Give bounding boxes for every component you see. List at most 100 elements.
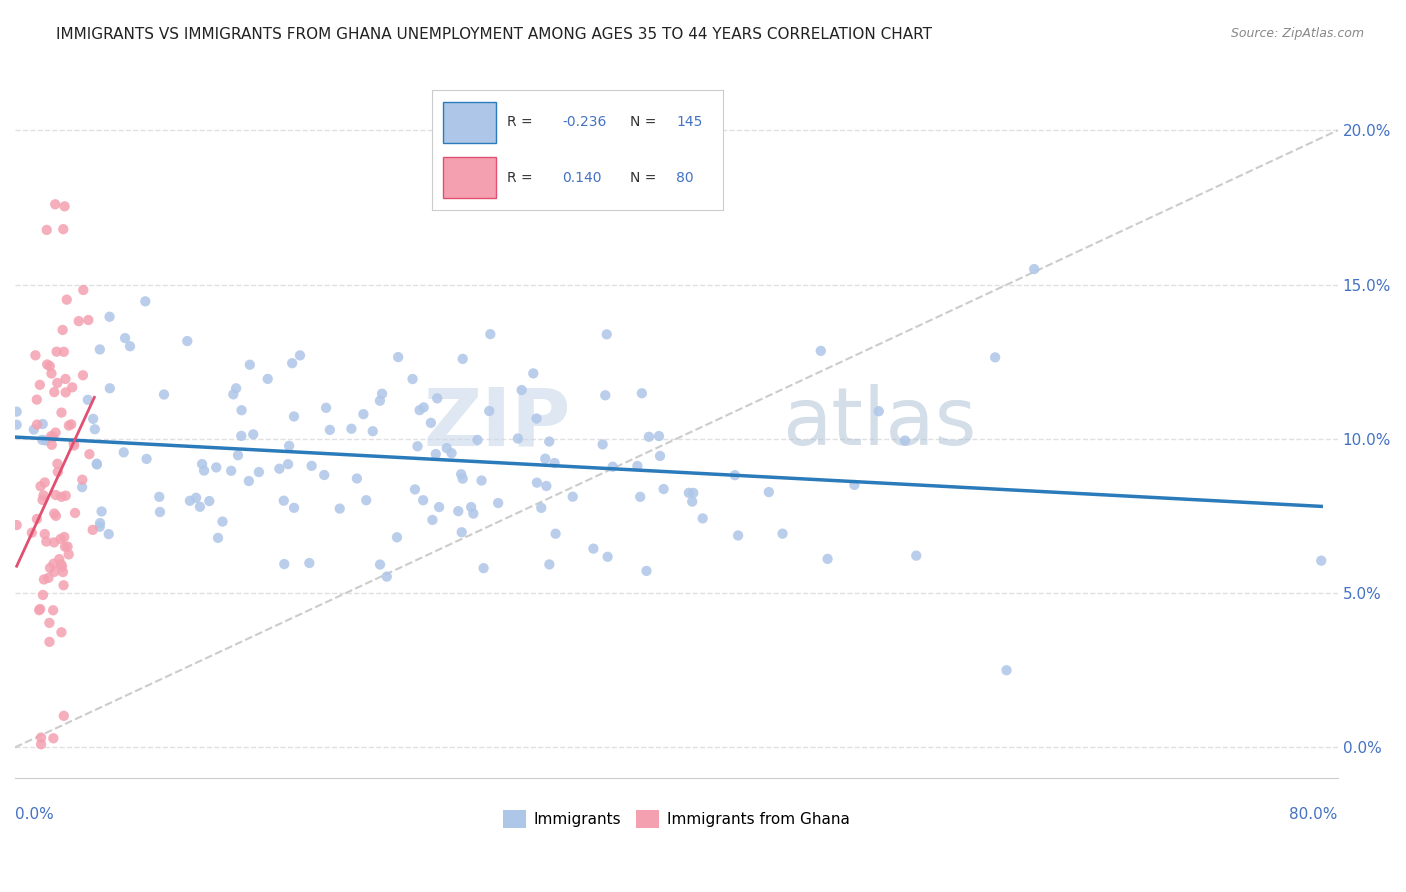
Text: ZIP: ZIP xyxy=(423,384,571,462)
Point xyxy=(52,222,75,236)
Point xyxy=(48,552,70,566)
Text: 80.0%: 80.0% xyxy=(1289,806,1337,822)
Point xyxy=(427,500,450,514)
Text: atlas: atlas xyxy=(782,384,977,462)
Point xyxy=(86,457,108,471)
Point xyxy=(522,367,544,381)
Point xyxy=(58,418,80,433)
Point xyxy=(193,464,215,478)
Point xyxy=(269,461,291,475)
Point xyxy=(149,505,172,519)
Point xyxy=(412,401,434,415)
Point xyxy=(198,494,221,508)
Point xyxy=(31,492,53,507)
Point xyxy=(34,475,56,490)
Point xyxy=(31,417,53,431)
Point xyxy=(226,448,249,462)
Point xyxy=(46,457,69,471)
Point xyxy=(28,603,51,617)
Point xyxy=(478,404,501,418)
Point xyxy=(592,437,614,451)
Point xyxy=(60,380,83,394)
Point xyxy=(211,515,233,529)
Point xyxy=(51,406,73,420)
Point xyxy=(652,482,675,496)
Point xyxy=(70,480,93,494)
Point xyxy=(412,493,434,508)
Point xyxy=(30,737,52,751)
Point xyxy=(62,436,84,450)
Point xyxy=(231,403,253,417)
Point xyxy=(79,447,101,461)
Point xyxy=(72,283,94,297)
Point xyxy=(39,561,62,575)
Point xyxy=(450,525,472,540)
Point xyxy=(602,459,624,474)
Point xyxy=(135,451,157,466)
Point xyxy=(6,518,28,533)
Point xyxy=(207,531,229,545)
Point xyxy=(283,500,305,515)
Point xyxy=(72,473,94,487)
Point xyxy=(184,491,207,505)
Point xyxy=(28,377,51,392)
Point xyxy=(55,293,77,307)
Point xyxy=(408,403,430,417)
Point xyxy=(447,504,470,518)
Point xyxy=(401,372,423,386)
Point xyxy=(596,549,619,564)
Point xyxy=(368,393,391,408)
Point xyxy=(205,460,228,475)
Point xyxy=(387,350,409,364)
Point xyxy=(692,511,714,525)
Point xyxy=(222,387,245,401)
Point xyxy=(82,412,104,426)
Point xyxy=(30,479,52,493)
Point xyxy=(631,386,654,401)
Point xyxy=(314,468,336,483)
Point xyxy=(98,310,121,324)
Point xyxy=(472,561,495,575)
Point xyxy=(238,474,260,488)
Point xyxy=(256,372,278,386)
Point xyxy=(51,558,73,572)
Point xyxy=(450,467,472,482)
Point xyxy=(22,423,45,437)
Point xyxy=(179,493,201,508)
Point xyxy=(37,358,59,372)
Point xyxy=(60,417,83,432)
Point xyxy=(39,429,62,443)
Point xyxy=(55,489,77,503)
Point xyxy=(543,456,565,470)
Point xyxy=(42,535,65,549)
Point xyxy=(440,446,463,460)
Point xyxy=(582,541,605,556)
Point xyxy=(352,407,374,421)
Point xyxy=(678,486,700,500)
Point xyxy=(894,434,917,448)
Point xyxy=(426,392,449,406)
Point xyxy=(58,548,80,562)
Point xyxy=(24,348,46,362)
Point xyxy=(628,490,651,504)
Point xyxy=(51,625,73,640)
Point xyxy=(134,294,156,309)
Point xyxy=(51,559,73,574)
Point xyxy=(810,343,832,358)
Point xyxy=(72,368,94,383)
Point xyxy=(45,508,67,523)
Point xyxy=(44,565,66,579)
Point xyxy=(32,488,55,502)
Point xyxy=(844,478,866,492)
Point xyxy=(52,708,75,723)
Point xyxy=(1024,262,1046,277)
Point xyxy=(419,416,441,430)
Point xyxy=(298,556,321,570)
Point xyxy=(648,449,671,463)
Point xyxy=(30,602,52,616)
Point xyxy=(52,565,75,579)
Point xyxy=(354,493,377,508)
Text: IMMIGRANTS VS IMMIGRANTS FROM GHANA UNEMPLOYMENT AMONG AGES 35 TO 44 YEARS CORRE: IMMIGRANTS VS IMMIGRANTS FROM GHANA UNEM… xyxy=(56,27,932,42)
Point xyxy=(404,483,426,497)
Text: 0.0%: 0.0% xyxy=(15,806,53,822)
